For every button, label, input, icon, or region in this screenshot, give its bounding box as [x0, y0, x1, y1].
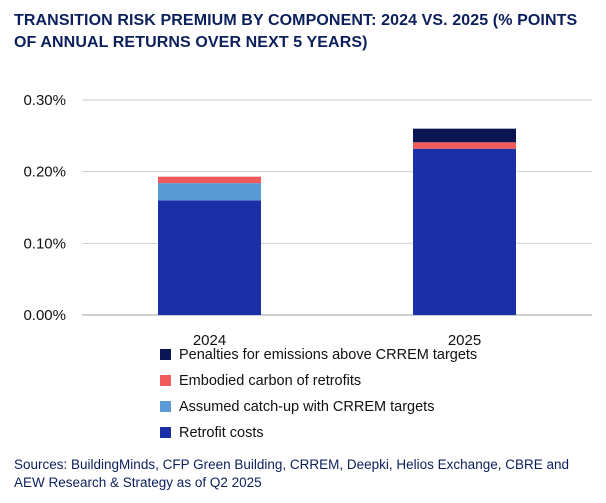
legend-swatch [160, 349, 171, 360]
bar-segment-retrofit-costs [158, 200, 261, 315]
legend-item: Retrofit costs [160, 422, 477, 443]
bar-segment-penalties-for-emissions-above-crrem-targets [413, 128, 516, 143]
bars [158, 128, 516, 315]
x-category-label: 2025 [448, 332, 481, 349]
legend-label: Assumed catch-up with CRREM targets [179, 398, 435, 415]
legend-item: Assumed catch-up with CRREM targets [160, 396, 477, 417]
legend: Penalties for emissions above CRREM targ… [160, 344, 477, 448]
chart-title: TRANSITION RISK PREMIUM BY COMPONENT: 20… [14, 12, 578, 51]
legend-swatch [160, 401, 171, 412]
legend-item: Embodied carbon of retrofits [160, 370, 477, 391]
bar-segment-embodied-carbon-of-retrofits [413, 142, 516, 149]
legend-label: Retrofit costs [179, 424, 264, 441]
y-tick-label: 0.20% [23, 164, 66, 181]
bar-segment-embodied-carbon-of-retrofits [158, 176, 261, 184]
axes: 0.00% 0.10% 0.20% 0.30% 2024 2025 [23, 92, 481, 349]
x-category-label: 2024 [193, 332, 226, 349]
source-note: Sources: BuildingMinds, CFP Green Buildi… [14, 457, 570, 490]
legend-label: Embodied carbon of retrofits [179, 372, 362, 389]
legend-swatch [160, 375, 171, 386]
bar-segment-assumed-catch-up-with-crrem-targets [158, 183, 261, 201]
bar-segment-retrofit-costs [413, 148, 516, 315]
y-tick-label: 0.10% [23, 235, 66, 252]
y-tick-label: 0.00% [23, 307, 66, 324]
y-tick-label: 0.30% [23, 92, 66, 109]
legend-swatch [160, 427, 171, 438]
legend-label: Penalties for emissions above CRREM targ… [179, 346, 478, 363]
legend-item: Penalties for emissions above CRREM targ… [160, 344, 477, 365]
